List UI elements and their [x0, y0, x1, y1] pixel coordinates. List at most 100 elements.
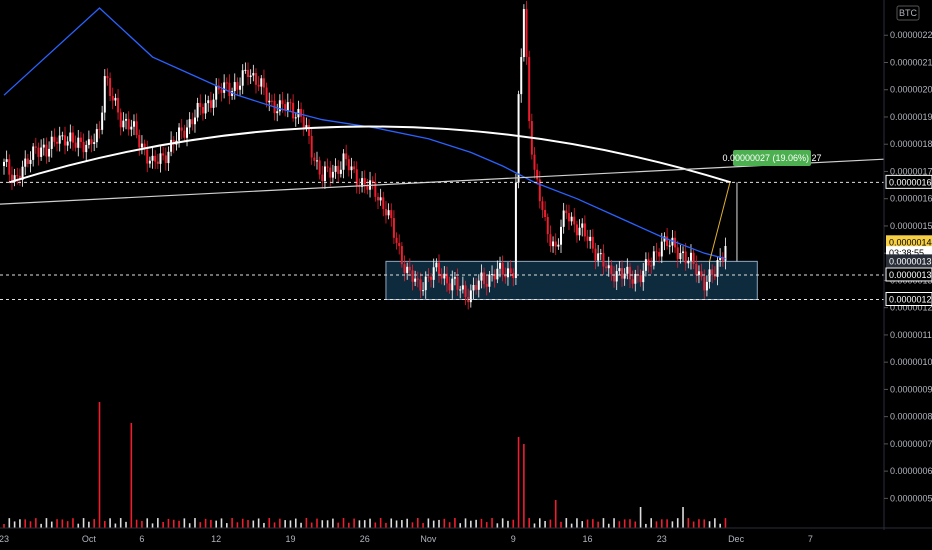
- volume-bar: [411, 522, 414, 528]
- volume-bar: [602, 518, 605, 528]
- volume-bar: [114, 523, 117, 528]
- volume-bar: [56, 519, 58, 528]
- measure-label-bg: [733, 150, 811, 166]
- candle-body: [536, 169, 539, 180]
- x-tick-label: 16: [583, 534, 593, 544]
- candle-body: [220, 89, 223, 93]
- measure-label: 0.00000027 (19.06%) 27: [722, 153, 821, 163]
- candle-body: [170, 139, 173, 152]
- volume-bar: [597, 521, 599, 528]
- volume-bar: [454, 518, 456, 528]
- candle-body: [453, 277, 456, 279]
- candle-body: [562, 210, 565, 227]
- candle-body: [69, 132, 72, 142]
- candle-body: [254, 73, 257, 85]
- candle-body: [58, 135, 61, 144]
- candle-body: [697, 271, 700, 276]
- volume-bar: [348, 522, 350, 528]
- price-tag-bg: [885, 174, 932, 189]
- volume-bar: [432, 520, 435, 528]
- volume-bar: [570, 523, 573, 528]
- volume-bar: [305, 518, 308, 528]
- volume-bar: [379, 518, 382, 528]
- candle-body: [623, 273, 626, 279]
- candle-body: [26, 158, 29, 164]
- candle-body: [18, 175, 21, 180]
- volume-bar: [607, 523, 610, 528]
- candle-body: [281, 100, 284, 105]
- candle-body: [276, 111, 279, 114]
- volume-bar: [157, 518, 159, 528]
- volume-bar: [326, 520, 329, 528]
- x-tick-label: 19: [285, 534, 295, 544]
- candle-body: [703, 276, 706, 291]
- candle-body: [477, 280, 480, 290]
- candle-body: [578, 227, 581, 236]
- candle-body: [687, 260, 690, 264]
- currency-label: BTC: [899, 8, 918, 18]
- measure-tool[interactable]: 0.00000027 (19.06%) 27: [709, 150, 822, 262]
- price-tag-bg: [885, 292, 932, 307]
- volume-bar: [395, 520, 398, 528]
- x-tick-label: 7: [808, 534, 813, 544]
- candle-body: [520, 57, 523, 95]
- candle-body: [201, 107, 204, 114]
- moving-average-line: [3, 7, 726, 260]
- candle-body: [384, 208, 387, 216]
- candle-body: [183, 130, 186, 138]
- volume-bar: [98, 402, 101, 528]
- candle-body: [236, 82, 239, 90]
- volume-bar: [88, 521, 90, 528]
- candle-body: [713, 274, 716, 277]
- candle-body: [682, 251, 685, 253]
- candle-body: [122, 120, 125, 128]
- volume-bar: [273, 522, 276, 528]
- candle-body: [575, 224, 578, 236]
- candle-body: [71, 132, 74, 143]
- candle-body: [135, 121, 138, 135]
- candle-body: [257, 84, 260, 87]
- candle-body: [544, 209, 547, 217]
- volume-bar: [294, 518, 297, 528]
- candle-body: [480, 272, 483, 281]
- candle-body: [8, 159, 11, 175]
- candle-body: [496, 268, 499, 280]
- price-tag-label: 0.00000123: [889, 295, 932, 305]
- volume-bar: [342, 518, 345, 528]
- candle-body: [716, 260, 719, 277]
- candle-body: [82, 141, 85, 153]
- x-tick-label: 6: [139, 534, 144, 544]
- candle-body: [642, 270, 645, 283]
- arc-drawing[interactable]: [9, 125, 732, 184]
- volume-bar: [554, 500, 557, 528]
- candle-body: [419, 279, 422, 291]
- candle-body: [371, 180, 374, 182]
- candle-body: [148, 160, 151, 164]
- volume-bar: [194, 518, 196, 528]
- volume-bar: [8, 518, 11, 528]
- candle-body: [265, 87, 268, 103]
- trend-line[interactable]: [0, 158, 885, 205]
- volume-bar: [263, 522, 265, 528]
- candle-body: [85, 144, 88, 153]
- candle-body: [156, 161, 159, 164]
- time-axis[interactable]: 23 Oct 6 12 19 26 Nov 9 16 23 Dec 7: [0, 534, 813, 544]
- candle-body: [599, 253, 602, 255]
- candle-body: [621, 268, 624, 279]
- candle-body: [353, 166, 356, 170]
- volume-bar: [72, 518, 74, 528]
- candle-body: [554, 241, 557, 247]
- volume-bar: [533, 523, 536, 528]
- candle-body: [472, 285, 475, 291]
- volume-bar: [300, 522, 302, 528]
- volume-bar: [438, 519, 440, 528]
- candle-body: [212, 99, 215, 108]
- candle-body: [398, 242, 401, 247]
- candle-body: [3, 161, 5, 167]
- price-tag-bg: [886, 235, 932, 249]
- candle-body: [514, 182, 517, 278]
